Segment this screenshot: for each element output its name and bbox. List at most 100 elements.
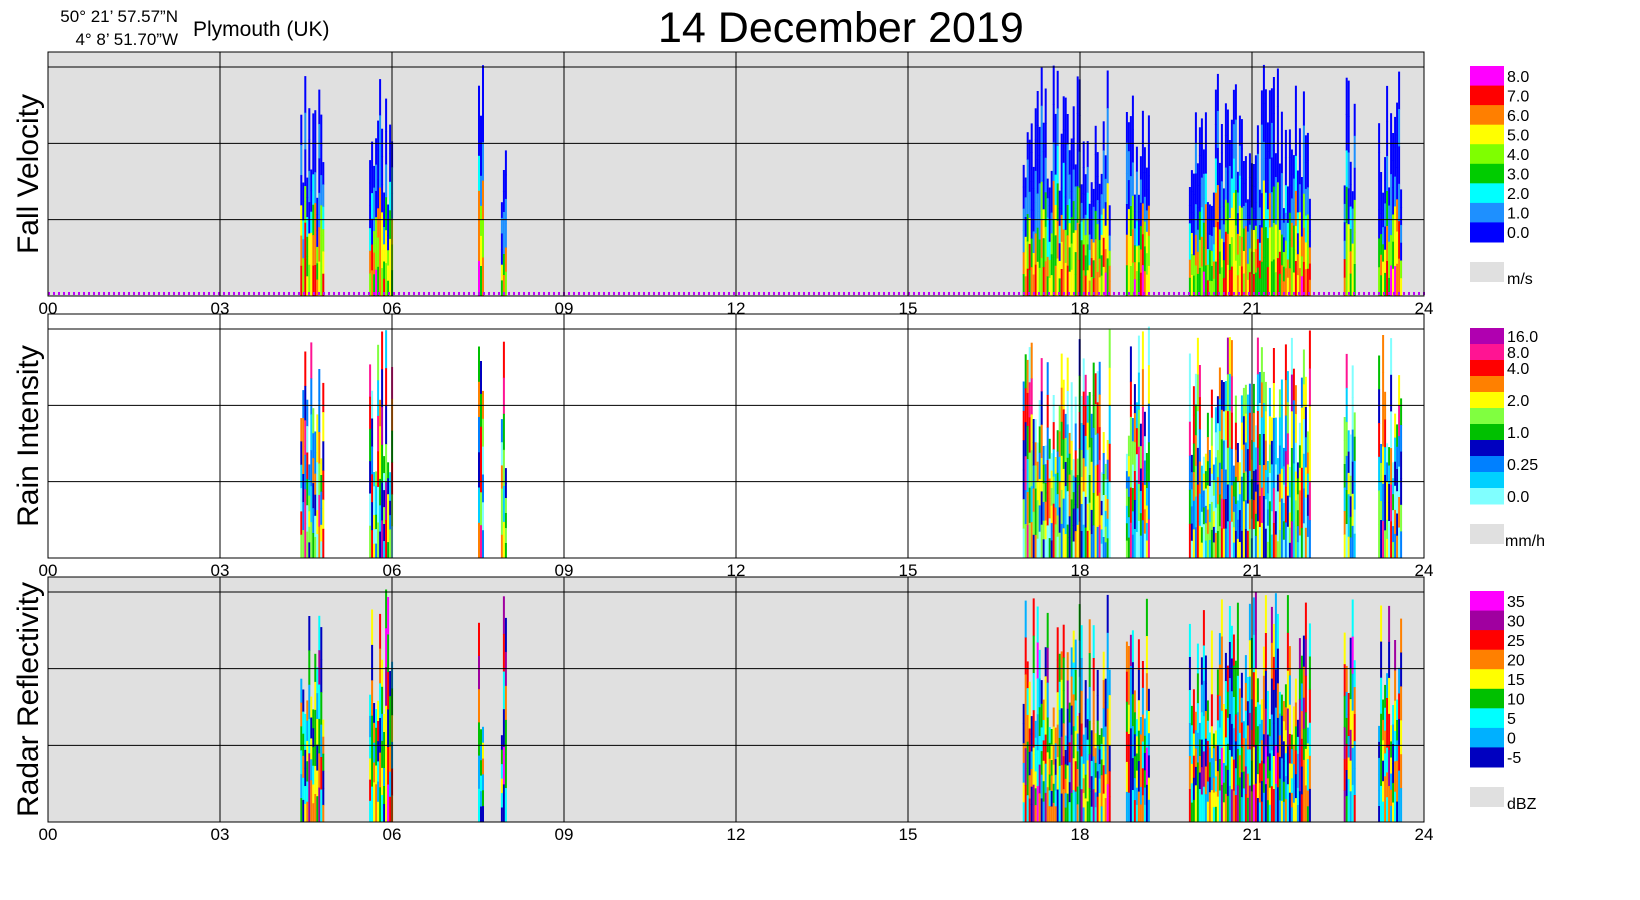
precip-mark (1100, 472, 1103, 488)
precip-mark (1286, 632, 1289, 672)
color-scale-swatch (1470, 344, 1504, 361)
precip-mark (1076, 222, 1079, 260)
precip-mark (1308, 231, 1311, 248)
precip-mark (1266, 122, 1269, 152)
precip-mark (1347, 515, 1350, 538)
precip-mark (1396, 513, 1399, 537)
precip-mark (1200, 465, 1203, 482)
precip-mark (1270, 122, 1273, 158)
precip-mark (1082, 424, 1085, 459)
precip-mark (480, 235, 482, 267)
precip-mark (1400, 618, 1403, 653)
precip-mark (1135, 171, 1138, 197)
precip-mark (1131, 418, 1134, 442)
precip-mark (1032, 209, 1035, 232)
precip-mark (1216, 110, 1219, 149)
precip-mark (1068, 174, 1071, 200)
x-tick-label: 15 (899, 561, 918, 580)
baseline-mark (988, 292, 990, 295)
precip-mark (1218, 185, 1221, 208)
precip-mark (1274, 534, 1277, 559)
precip-mark (502, 254, 505, 276)
precip-mark (1298, 212, 1301, 241)
precip-mark (1188, 353, 1191, 389)
precip-mark (1288, 527, 1291, 544)
precip-mark (1353, 264, 1356, 297)
precip-mark (1284, 380, 1287, 417)
precip-mark (1104, 272, 1107, 297)
precip-mark (1234, 119, 1237, 156)
precip-mark (478, 755, 480, 790)
precip-mark (1264, 89, 1267, 125)
precip-mark (1102, 708, 1105, 738)
precip-mark (1072, 630, 1075, 663)
precip-mark (1070, 792, 1073, 823)
precip-mark (500, 442, 503, 466)
precip-mark (1343, 277, 1346, 297)
precip-mark (1046, 256, 1049, 277)
precip-mark (1106, 499, 1109, 520)
baseline-mark (1298, 292, 1300, 295)
precip-mark (1294, 261, 1297, 297)
precip-mark (1024, 422, 1027, 457)
precip-mark (1214, 227, 1217, 263)
precip-mark (1212, 542, 1215, 559)
precip-mark (312, 265, 315, 297)
baseline-mark (678, 292, 680, 295)
precip-mark (1246, 231, 1249, 249)
color-scale-swatch (1470, 591, 1504, 612)
precip-mark (1288, 184, 1291, 214)
precip-mark (1125, 471, 1128, 489)
precip-mark (1076, 259, 1079, 297)
precip-mark (1343, 417, 1346, 441)
precip-mark (379, 259, 382, 297)
precip-mark (1280, 173, 1283, 205)
precip-mark (1192, 777, 1195, 801)
baseline-mark (978, 292, 980, 295)
precip-mark (1202, 645, 1205, 682)
precip-mark (1145, 488, 1148, 506)
precip-mark (1240, 449, 1243, 478)
precip-mark (1212, 526, 1215, 543)
precip-mark (1034, 233, 1037, 266)
precip-mark (312, 235, 315, 266)
precip-mark (318, 369, 321, 401)
precip-mark (1125, 731, 1128, 763)
precip-mark (1052, 257, 1055, 297)
precip-mark (308, 719, 311, 754)
precip-mark (1036, 91, 1039, 126)
precip-mark (1378, 790, 1381, 807)
precip-mark (1306, 452, 1309, 475)
precip-mark (385, 368, 388, 407)
precip-mark (1096, 669, 1099, 696)
precip-mark (1046, 682, 1049, 718)
precip-mark (322, 273, 325, 297)
baseline-mark (1398, 292, 1400, 295)
precip-mark (1054, 113, 1057, 145)
precip-mark (1353, 485, 1356, 510)
precip-mark (389, 529, 392, 545)
precip-mark (1244, 272, 1247, 297)
precip-mark (1054, 524, 1057, 542)
precip-mark (1198, 397, 1201, 430)
precip-mark (1302, 125, 1305, 161)
precip-mark (504, 498, 507, 514)
precip-mark (1042, 740, 1045, 762)
baseline-mark (318, 292, 320, 295)
precip-mark (1286, 708, 1289, 747)
precip-mark (1104, 678, 1107, 704)
precip-mark (1216, 745, 1219, 772)
precip-mark (1056, 494, 1059, 516)
baseline-mark (158, 292, 160, 295)
precip-mark (1382, 781, 1385, 803)
precip-mark (1106, 70, 1109, 109)
precip-mark (1378, 180, 1381, 211)
precip-mark (1076, 804, 1079, 823)
precip-mark (1206, 720, 1209, 742)
precip-mark (1038, 736, 1041, 766)
precip-mark (1026, 392, 1029, 427)
precip-mark (1082, 391, 1085, 426)
precip-mark (1345, 665, 1348, 693)
precip-mark (1268, 753, 1271, 772)
precip-mark (504, 788, 507, 823)
